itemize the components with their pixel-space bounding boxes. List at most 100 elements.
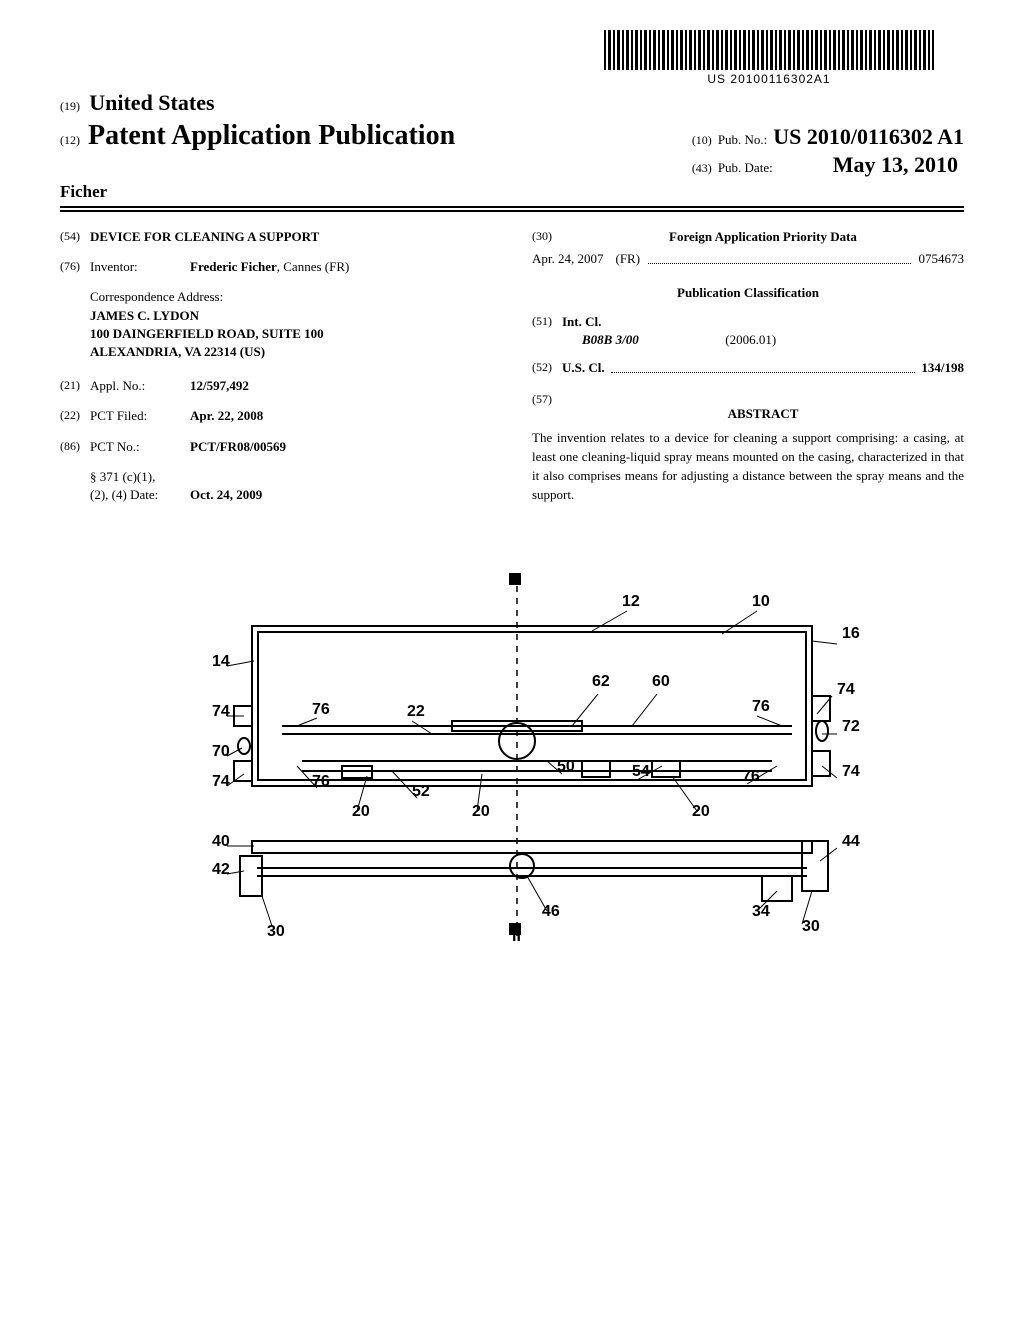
- s371-label: § 371 (c)(1), (2), (4) Date:: [90, 468, 190, 504]
- inventor-loc: , Cannes (FR): [277, 259, 350, 274]
- svg-text:30: 30: [267, 923, 285, 940]
- country: United States: [89, 90, 214, 115]
- svg-text:II: II: [512, 928, 521, 945]
- svg-text:74: 74: [842, 763, 860, 780]
- svg-text:76: 76: [312, 773, 330, 790]
- title-row: (12) Patent Application Publication (10)…: [60, 120, 964, 178]
- intcl-value: B08B 3/00: [582, 331, 682, 349]
- pct-no-code: (86): [60, 438, 90, 456]
- figure-container: II12101614626074747622767270505474765276…: [60, 566, 964, 966]
- intcl-code: (51): [532, 313, 562, 349]
- svg-text:60: 60: [652, 673, 670, 690]
- country-code: (19): [60, 99, 80, 113]
- abstract-text: The invention relates to a device for cl…: [532, 429, 964, 504]
- foreign-code: (30): [532, 228, 562, 246]
- svg-text:54: 54: [632, 763, 650, 780]
- foreign-header-row: (30) Foreign Application Priority Data: [532, 228, 964, 246]
- svg-text:74: 74: [212, 703, 230, 720]
- svg-text:22: 22: [407, 703, 425, 720]
- uscl-code: (52): [532, 359, 562, 377]
- header-country-row: (19) United States: [60, 90, 964, 116]
- svg-text:20: 20: [352, 803, 370, 820]
- intcl-year: (2006.01): [725, 332, 776, 347]
- uscl-value: 134/198: [921, 359, 964, 377]
- inventor-name: Frederic Ficher: [190, 259, 277, 274]
- svg-text:16: 16: [842, 625, 860, 642]
- divider: [60, 210, 964, 212]
- s371-l2: (2), (4) Date:: [90, 487, 158, 502]
- abstract-label: ABSTRACT: [562, 405, 964, 423]
- svg-text:12: 12: [622, 593, 640, 610]
- pct-filed-label: PCT Filed:: [90, 407, 190, 425]
- svg-text:10: 10: [752, 593, 770, 610]
- appl-no-code: (21): [60, 377, 90, 395]
- inventor-row: (76) Inventor: Frederic Ficher, Cannes (…: [60, 258, 492, 276]
- s371-l1: § 371 (c)(1),: [90, 469, 155, 484]
- pub-date: May 13, 2010: [833, 152, 958, 178]
- svg-text:20: 20: [692, 803, 710, 820]
- inventor-code: (76): [60, 258, 90, 276]
- svg-text:42: 42: [212, 861, 230, 878]
- inventor-value: Frederic Ficher, Cannes (FR): [190, 258, 492, 276]
- columns: (54) DEVICE FOR CLEANING A SUPPORT (76) …: [60, 228, 964, 516]
- svg-text:70: 70: [212, 743, 230, 760]
- corr-name: JAMES C. LYDON: [90, 307, 492, 325]
- svg-text:76: 76: [312, 701, 330, 718]
- svg-text:30: 30: [802, 918, 820, 935]
- barcode-text: US 20100116302A1: [604, 72, 934, 86]
- svg-text:34: 34: [752, 903, 770, 920]
- appl-no-label: Appl. No.:: [90, 377, 190, 395]
- title-left: (12) Patent Application Publication: [60, 120, 455, 152]
- pct-filed: Apr. 22, 2008: [190, 407, 492, 425]
- pct-no: PCT/FR08/00569: [190, 438, 492, 456]
- corr-addr2: ALEXANDRIA, VA 22314 (US): [90, 343, 492, 361]
- pct-filed-code: (22): [60, 407, 90, 425]
- svg-text:74: 74: [837, 681, 855, 698]
- svg-text:62: 62: [592, 673, 610, 690]
- dots: [648, 246, 910, 264]
- foreign-priority-row: Apr. 24, 2007 (FR) 0754673: [532, 250, 964, 268]
- pub-type-code: (12): [60, 133, 80, 148]
- inventor-label: Inventor:: [90, 258, 190, 276]
- appl-no: 12/597,492: [190, 377, 492, 395]
- svg-text:76: 76: [742, 768, 760, 785]
- corr-addr1: 100 DAINGERFIELD ROAD, SUITE 100: [90, 325, 492, 343]
- svg-text:II: II: [512, 571, 521, 588]
- svg-text:20: 20: [472, 803, 490, 820]
- correspondence-address: Correspondence Address: JAMES C. LYDON 1…: [90, 288, 492, 361]
- s371-date: Oct. 24, 2009: [190, 486, 492, 504]
- intcl-content: Int. Cl. B08B 3/00 (2006.01): [562, 313, 964, 349]
- foreign-header: Foreign Application Priority Data: [562, 228, 964, 246]
- svg-text:72: 72: [842, 718, 860, 735]
- uscl-dots: [611, 355, 916, 373]
- foreign-date: Apr. 24, 2007: [532, 250, 604, 268]
- pub-no-row: (10) Pub. No.: US 2010/0116302 A1: [692, 124, 964, 150]
- uscl-label: U.S. Cl.: [562, 359, 605, 377]
- right-column: (30) Foreign Application Priority Data A…: [532, 228, 964, 516]
- abstract-header-row: (57) ABSTRACT: [532, 391, 964, 429]
- pub-date-label: Pub. Date:: [718, 160, 773, 176]
- intcl-row: (51) Int. Cl. B08B 3/00 (2006.01): [532, 313, 964, 349]
- svg-text:44: 44: [842, 833, 860, 850]
- pub-date-code: (43): [692, 161, 712, 176]
- invention-title-row: (54) DEVICE FOR CLEANING A SUPPORT: [60, 228, 492, 246]
- pub-type: Patent Application Publication: [88, 120, 455, 152]
- svg-text:74: 74: [212, 773, 230, 790]
- author: Ficher: [60, 182, 107, 202]
- barcode-area: US 20100116302A1: [604, 30, 934, 86]
- left-column: (54) DEVICE FOR CLEANING A SUPPORT (76) …: [60, 228, 492, 516]
- invention-title: DEVICE FOR CLEANING A SUPPORT: [90, 228, 492, 246]
- pub-no-label: Pub. No.:: [718, 132, 767, 148]
- patent-figure: II12101614626074747622767270505474765276…: [162, 566, 862, 966]
- corr-label: Correspondence Address:: [90, 288, 492, 306]
- svg-text:52: 52: [412, 783, 430, 800]
- foreign-num: 0754673: [919, 250, 965, 268]
- pct-filed-row: (22) PCT Filed: Apr. 22, 2008: [60, 407, 492, 425]
- svg-text:14: 14: [212, 653, 230, 670]
- appl-no-row: (21) Appl. No.: 12/597,492: [60, 377, 492, 395]
- pct-no-row: (86) PCT No.: PCT/FR08/00569: [60, 438, 492, 456]
- svg-text:50: 50: [557, 758, 575, 775]
- pct-no-label: PCT No.:: [90, 438, 190, 456]
- title-right: (10) Pub. No.: US 2010/0116302 A1 (43) P…: [692, 120, 964, 178]
- title-code: (54): [60, 228, 90, 246]
